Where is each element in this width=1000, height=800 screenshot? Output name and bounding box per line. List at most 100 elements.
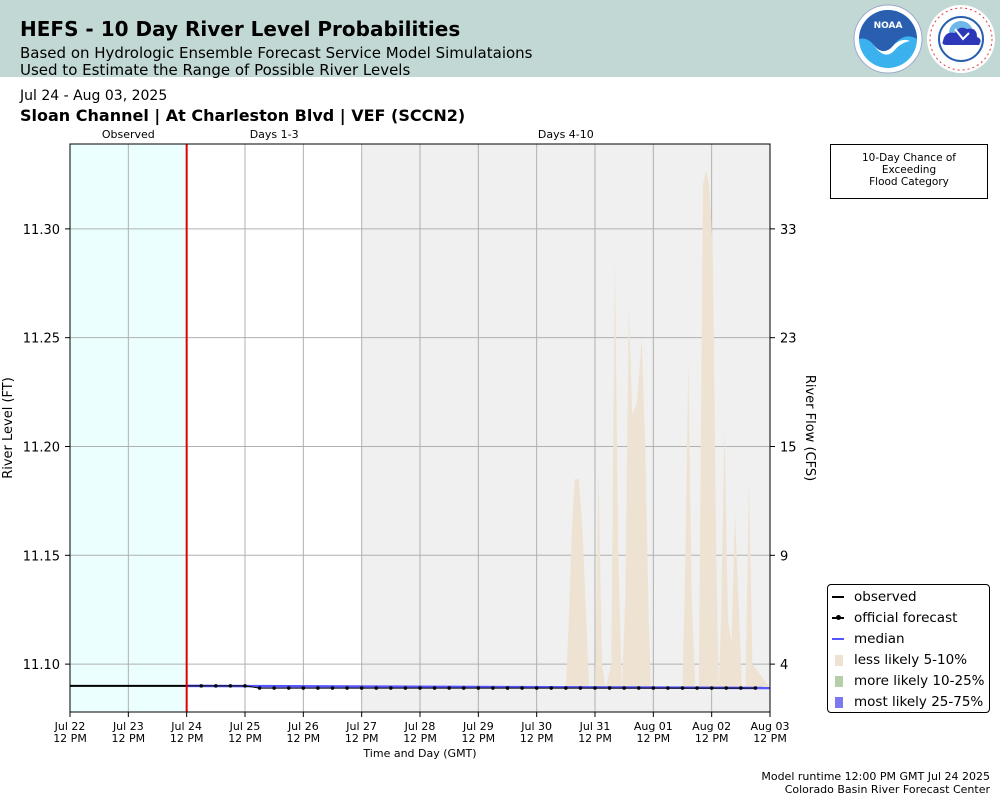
y-right-tick-label: 4 [780,658,788,673]
legend-label: more likely 10-25% [854,673,985,689]
official-forecast-point [739,686,743,690]
y-right-tick-label: 15 [780,440,797,455]
forecast-center: Colorado Basin River Forecast Center [784,783,990,796]
official-forecast-point [520,686,524,690]
x-tick-label: Jul 28 [404,720,436,733]
period-label-1: Days 1-3 [250,128,299,141]
official-forecast-point [695,686,699,690]
official-forecast-point [359,686,364,690]
official-forecast-point [374,686,379,690]
legend-label: most likely 25-75% [854,694,984,710]
official-forecast-point [724,686,729,690]
period-label-2: Days 4-10 [538,128,594,141]
official-forecast-point [651,686,656,690]
official-forecast-point [607,686,612,690]
x-tick-sublabel: 12 PM [53,732,87,745]
y-tick-label: 11.10 [23,658,60,673]
legend-item: less likely 5-10% [832,650,967,670]
official-forecast-point [301,686,306,690]
x-tick-sublabel: 12 PM [578,732,612,745]
date-range: Jul 24 - Aug 03, 2025 [20,88,168,104]
legend-item: most likely 25-75% [832,692,983,712]
flood-box-line-2: Exceeding [881,164,937,176]
flood-box-line-3: Flood Category [869,176,949,188]
period-background-1 [186,144,362,712]
official-forecast-point [549,686,554,690]
less-likely-band [565,170,770,689]
page-title: HEFS - 10 Day River Level Probabilities [20,17,461,41]
legend-label: official forecast [854,610,958,626]
official-forecast-point [330,686,335,690]
x-tick-label: Jul 24 [170,720,202,733]
x-tick-label: Jul 22 [54,720,86,733]
official-forecast-point [389,686,393,690]
official-forecast-point [753,686,758,690]
x-tick-sublabel: 12 PM [520,732,554,745]
legend-item: official forecast [832,608,957,628]
station-name: Sloan Channel | At Charleston Blvd | VEF… [20,106,466,125]
chart-legend: observed official forecast median less like… [827,584,990,713]
nws-logo [927,5,995,73]
x-tick-label: Jul 27 [345,720,377,733]
official-forecast-point [564,686,568,690]
legend-label: observed [854,589,917,605]
official-forecast-point [403,686,408,690]
x-tick-sublabel: 12 PM [753,732,787,745]
official-forecast-point [491,686,495,690]
x-tick-label: Jul 30 [520,720,552,733]
official-forecast-line [186,685,756,689]
official-forecast-point [286,686,291,690]
x-tick-label: Jul 29 [462,720,494,733]
y-tick-label: 11.30 [23,223,60,238]
x-tick-label: Aug 01 [634,720,673,733]
legend-swatch [832,587,846,607]
x-tick-sublabel: 12 PM [228,732,262,745]
y-right-tick-label: 33 [780,223,797,238]
y-right-tick-label: 23 [780,332,797,347]
legend-label: median [854,631,905,647]
page-header: HEFS - 10 Day River Level Probabilities … [0,0,1000,79]
official-forecast-point [228,684,233,688]
legend-swatch [832,608,846,628]
official-forecast-point [622,686,626,690]
x-tick-sublabel: 12 PM [462,732,496,745]
official-forecast-point [257,686,262,690]
flood-category-box: 10-Day Chance of Exceeding Flood Categor… [830,144,988,199]
y-tick-label: 11.15 [23,549,60,564]
official-forecast-point [709,686,714,690]
official-forecast-point [418,686,422,690]
official-forecast-point [476,686,481,690]
legend-item: more likely 10-25% [832,671,985,691]
official-forecast-point [199,684,204,688]
y-right-tick-label: 9 [780,549,788,564]
x-tick-sublabel: 12 PM [403,732,437,745]
official-forecast-point [680,686,685,690]
x-tick-sublabel: 12 PM [287,732,321,745]
official-forecast-point [272,686,276,690]
x-tick-sublabel: 12 PM [695,732,729,745]
legend-label: less likely 5-10% [854,652,968,668]
legend-item: median [832,629,905,649]
y-tick-label: 11.25 [23,332,60,347]
x-tick-label: Aug 03 [751,720,790,733]
x-tick-sublabel: 12 PM [637,732,671,745]
x-tick-label: Jul 23 [112,720,144,733]
official-forecast-point [666,686,670,690]
official-forecast-point [505,686,510,690]
official-forecast-point [316,686,320,690]
x-tick-sublabel: 12 PM [345,732,379,745]
legend-item: observed [832,587,917,607]
official-forecast-point [534,686,539,690]
model-runtime: Model runtime 12:00 PM GMT Jul 24 2025 [761,770,990,783]
y-right-axis-title: River Flow (CFS) [802,375,817,481]
x-tick-sublabel: 12 PM [170,732,204,745]
x-tick-label: Jul 25 [229,720,261,733]
legend-swatch [832,629,846,649]
legend-swatch [832,650,846,670]
y-tick-label: 11.20 [23,440,60,455]
official-forecast-point [461,686,466,690]
noaa-logo: NOAA [853,4,923,74]
official-forecast-point [243,684,247,688]
official-forecast-point [578,686,583,690]
